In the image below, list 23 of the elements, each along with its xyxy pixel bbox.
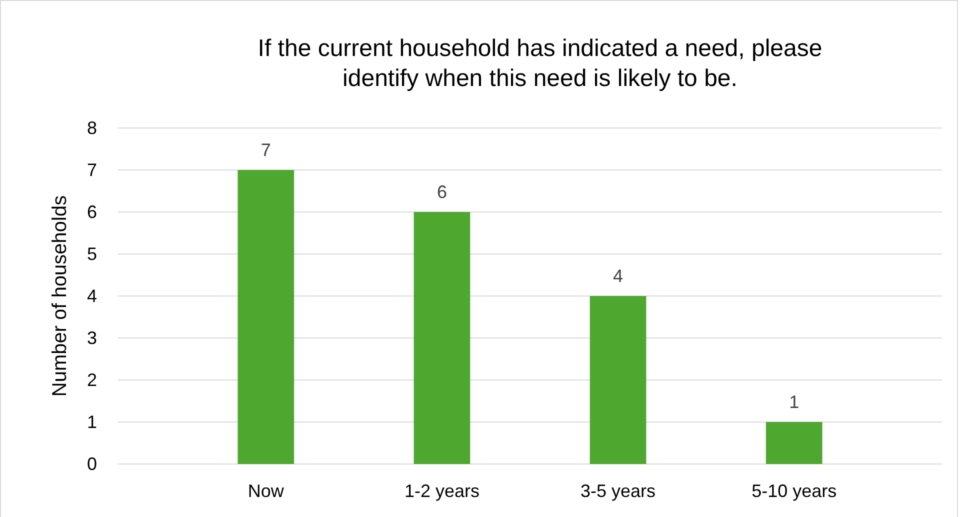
y-tick-label: 0 [86,454,97,474]
y-tick-label: 4 [86,286,97,306]
data-label: 4 [613,266,624,286]
bar [590,296,646,464]
x-tick-label: Now [248,480,285,501]
x-tick-label: 3-5 years [580,480,656,501]
y-axis-title: Number of households [49,195,71,397]
y-tick-label: 3 [86,328,97,348]
bar [414,212,470,464]
y-tick-label: 8 [86,118,97,138]
y-tick-label: 1 [86,412,97,432]
y-tick-label: 7 [86,160,97,180]
data-label: 1 [789,392,800,412]
bar [238,170,294,464]
y-tick-label: 5 [86,244,97,264]
data-label: 7 [260,140,271,160]
y-tick-label: 2 [86,370,97,390]
chart-title: If the current household has indicated a need, please identify when this need is likely to be. [258,35,822,92]
x-tick-label: 1-2 years [404,480,480,501]
data-label: 6 [436,182,447,202]
y-tick-label: 6 [86,202,97,222]
x-tick-label: 5-10 years [752,480,837,501]
bar [766,422,822,464]
